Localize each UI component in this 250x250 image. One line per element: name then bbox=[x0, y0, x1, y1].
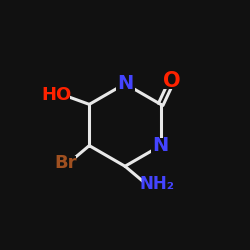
FancyBboxPatch shape bbox=[116, 76, 134, 91]
FancyBboxPatch shape bbox=[162, 72, 182, 88]
Text: NH₂: NH₂ bbox=[140, 175, 175, 193]
Text: N: N bbox=[152, 136, 169, 155]
FancyBboxPatch shape bbox=[142, 176, 172, 192]
Text: N: N bbox=[117, 74, 133, 93]
FancyBboxPatch shape bbox=[42, 87, 70, 102]
Text: O: O bbox=[163, 70, 181, 90]
FancyBboxPatch shape bbox=[54, 156, 76, 171]
FancyBboxPatch shape bbox=[151, 138, 170, 153]
Text: Br: Br bbox=[54, 154, 76, 172]
Text: HO: HO bbox=[41, 86, 71, 103]
